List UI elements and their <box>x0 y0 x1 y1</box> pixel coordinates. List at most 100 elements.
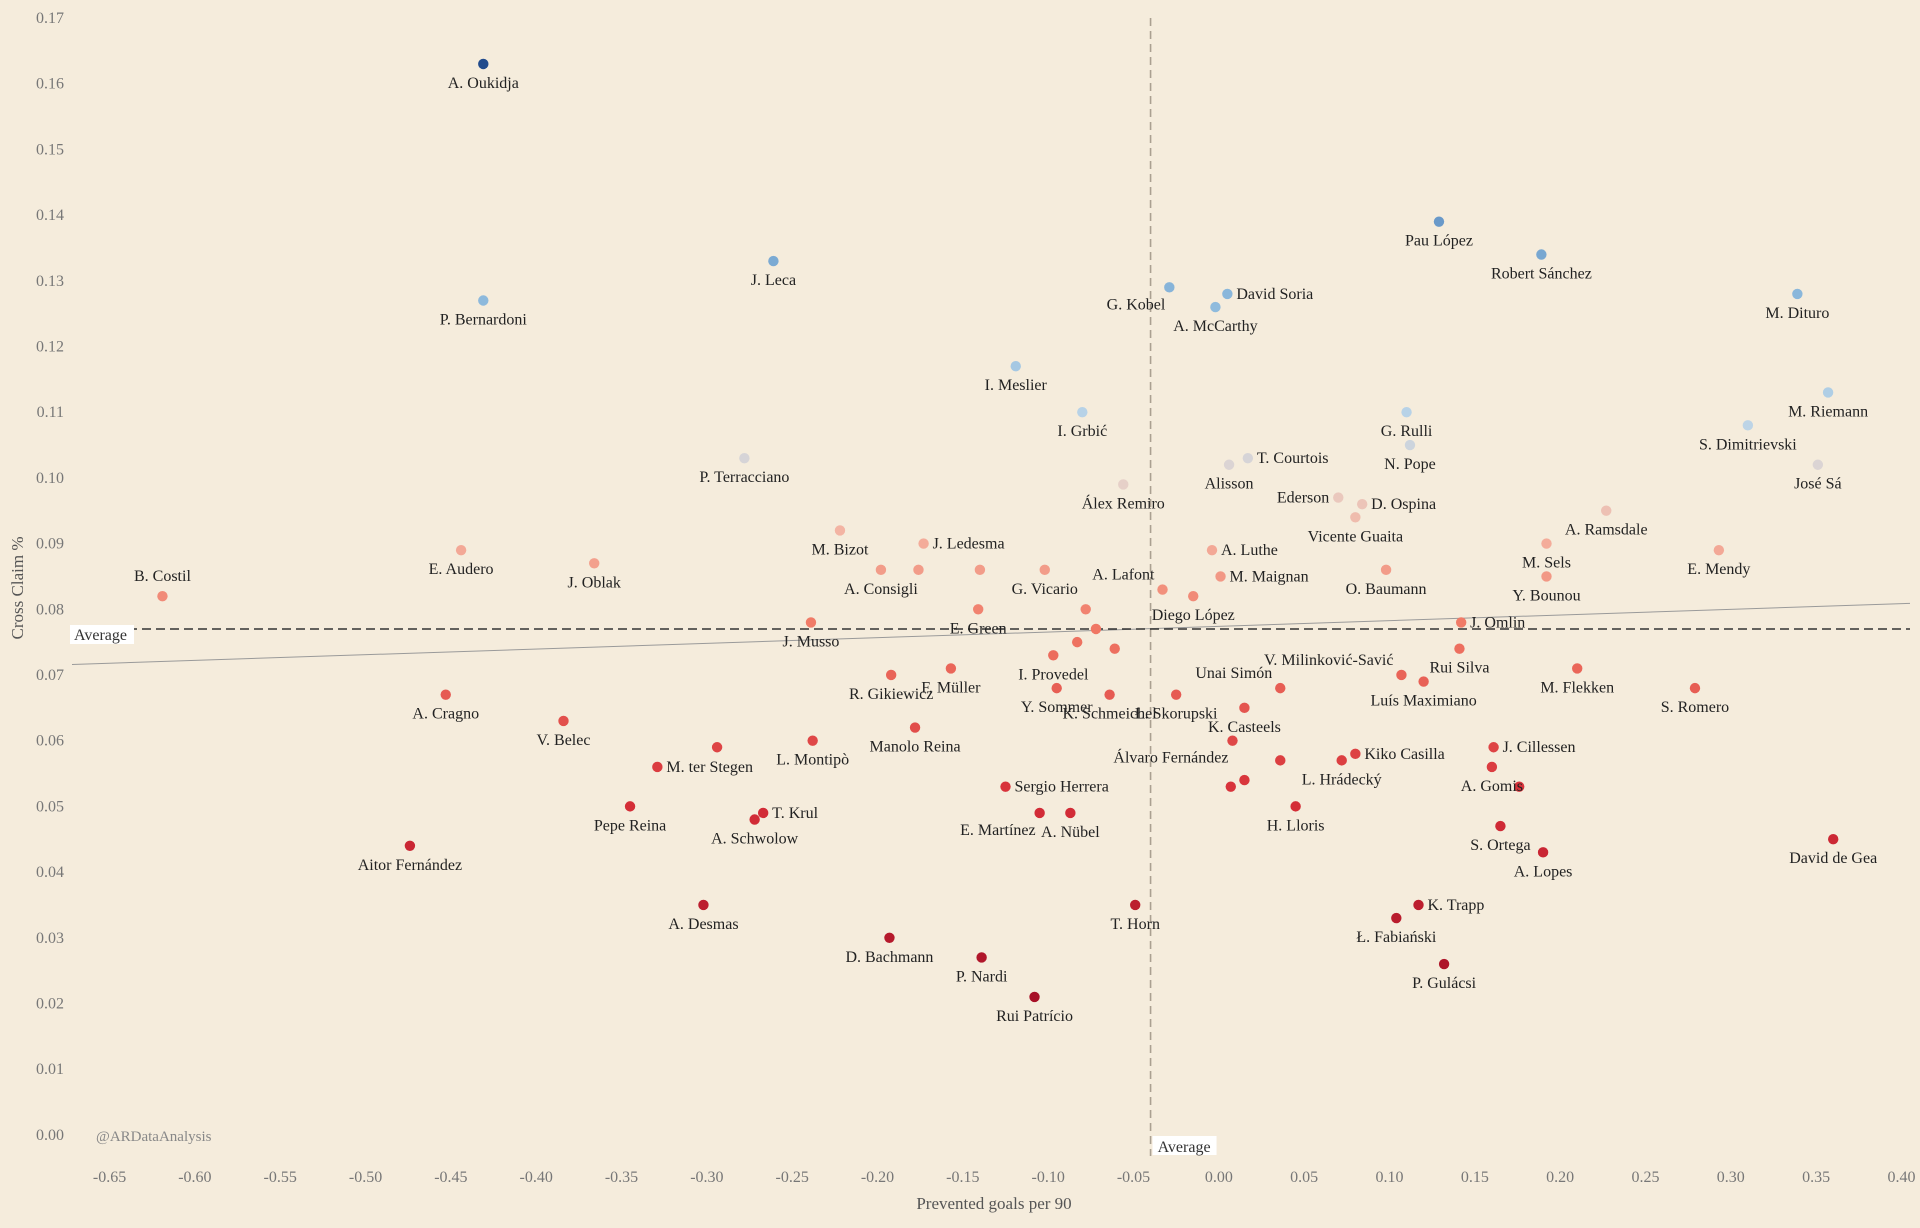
x-tick-label: -0.30 <box>690 1169 723 1186</box>
data-point <box>1413 899 1424 911</box>
x-tick-label: 0.40 <box>1887 1169 1915 1186</box>
point-label: Ł. Fabiański <box>1356 929 1437 946</box>
point-label: M. Dituro <box>1765 305 1829 322</box>
data-point <box>1210 301 1221 313</box>
point-label: B. Costil <box>134 568 191 585</box>
x-tick-label: -0.10 <box>1032 1169 1065 1186</box>
y-tick-label: 0.16 <box>36 76 64 93</box>
x-tick-label: -0.55 <box>264 1169 297 1186</box>
point-label: Álvaro Fernández <box>1113 748 1228 767</box>
point-label: A. Oukidja <box>448 75 519 92</box>
point-label: L. Montipò <box>776 752 849 769</box>
data-point <box>698 899 709 911</box>
data-point <box>478 58 489 70</box>
data-point <box>1034 807 1045 819</box>
point-label: J. Cillessen <box>1503 739 1576 756</box>
point-labels-layer: A. Oukidja P. Bernardoni J. Leca I. Meslier… <box>134 75 1877 1025</box>
point-label: A. McCarthy <box>1173 318 1257 335</box>
x-tick-label: -0.60 <box>178 1169 211 1186</box>
y-tick-label: 0.00 <box>36 1127 64 1144</box>
x-tick-label: -0.35 <box>605 1169 638 1186</box>
point-label: R. Gikiewicz <box>849 686 933 703</box>
point-label: K. Trapp <box>1428 897 1485 914</box>
point-label: T. Krul <box>772 805 818 822</box>
point-label: S. Ortega <box>1470 837 1530 854</box>
data-point <box>1454 643 1465 654</box>
point-label: G. Kobel <box>1107 296 1166 313</box>
data-point <box>1495 820 1506 832</box>
point-label: K. Schmeichel <box>1063 706 1158 723</box>
data-point <box>1215 571 1226 582</box>
data-point <box>1188 590 1199 602</box>
x-average-label: Average <box>1158 1139 1211 1156</box>
data-point <box>768 255 779 267</box>
point-label: D. Bachmann <box>845 949 933 966</box>
data-point <box>1290 801 1301 812</box>
data-point <box>1222 288 1233 300</box>
point-label: M. Maignan <box>1230 568 1309 585</box>
point-label: N. Pope <box>1384 456 1436 473</box>
data-point <box>624 801 636 812</box>
data-point <box>1239 774 1250 786</box>
point-label: Álex Remiro <box>1082 493 1165 512</box>
y-tick-label: 0.13 <box>36 273 64 290</box>
data-point <box>913 564 924 576</box>
y-axis-ticks: 0.00 0.01 0.02 0.03 0.04 0.05 0.06 0.07 0.08 0.09… <box>36 10 64 1144</box>
y-tick-label: 0.05 <box>36 798 64 815</box>
data-point <box>1356 498 1368 510</box>
credit-text: @ARDataAnalysis <box>96 1129 212 1145</box>
point-label: P. Nardi <box>956 968 1008 985</box>
point-label: T. Horn <box>1110 916 1159 933</box>
point-label: V. Belec <box>537 732 591 749</box>
x-tick-label: 0.35 <box>1802 1169 1830 1186</box>
x-axis-title: Prevented goals per 90 <box>916 1194 1071 1213</box>
x-tick-label: -0.15 <box>946 1169 979 1186</box>
point-label: Kiko Casilla <box>1364 746 1444 763</box>
point-label: S. Dimitrievski <box>1699 436 1797 453</box>
point-label: A. Lopes <box>1514 863 1573 880</box>
data-point <box>1391 912 1402 924</box>
y-tick-label: 0.07 <box>36 667 64 684</box>
point-label: P. Terracciano <box>699 469 789 486</box>
point-label: K. Casteels <box>1208 719 1281 736</box>
data-point <box>1077 406 1088 418</box>
point-label: S. Romero <box>1661 699 1729 716</box>
data-point <box>1223 459 1235 470</box>
point-label: H. Lloris <box>1267 817 1325 834</box>
x-tick-label: 0.30 <box>1717 1169 1745 1186</box>
y-tick-label: 0.08 <box>36 601 64 618</box>
x-tick-label: -0.05 <box>1117 1169 1150 1186</box>
point-label: M. Bizot <box>812 541 869 558</box>
y-tick-label: 0.06 <box>36 733 64 750</box>
data-point <box>1336 755 1347 766</box>
point-label: I. Meslier <box>985 377 1048 394</box>
data-point <box>945 663 957 674</box>
x-tick-label: -0.65 <box>93 1169 126 1186</box>
y-average-label-bg <box>70 625 134 644</box>
data-point <box>1572 663 1583 674</box>
data-point <box>1541 571 1552 582</box>
data-point <box>1206 544 1218 556</box>
data-point <box>1227 735 1238 746</box>
data-point <box>478 295 489 306</box>
data-point <box>652 761 663 773</box>
point-label: A. Consigli <box>844 581 918 598</box>
data-point <box>885 669 897 681</box>
y-tick-label: 0.10 <box>36 470 64 487</box>
data-point <box>1812 459 1824 470</box>
point-label: P. Gulácsi <box>1412 975 1477 992</box>
data-point <box>1536 249 1547 260</box>
x-tick-label: 0.20 <box>1546 1169 1574 1186</box>
data-point <box>757 807 769 819</box>
data-point <box>711 742 723 753</box>
point-label: David de Gea <box>1789 850 1877 867</box>
point-label: A. Lafont <box>1092 567 1155 584</box>
point-label: O. Baumann <box>1346 581 1427 598</box>
data-point <box>834 525 846 536</box>
point-label: M. ter Stegen <box>666 759 753 776</box>
data-point <box>1118 479 1129 490</box>
point-label: M. Riemann <box>1788 403 1868 420</box>
data-point <box>1071 636 1083 648</box>
point-label: J. Musso <box>783 633 840 650</box>
